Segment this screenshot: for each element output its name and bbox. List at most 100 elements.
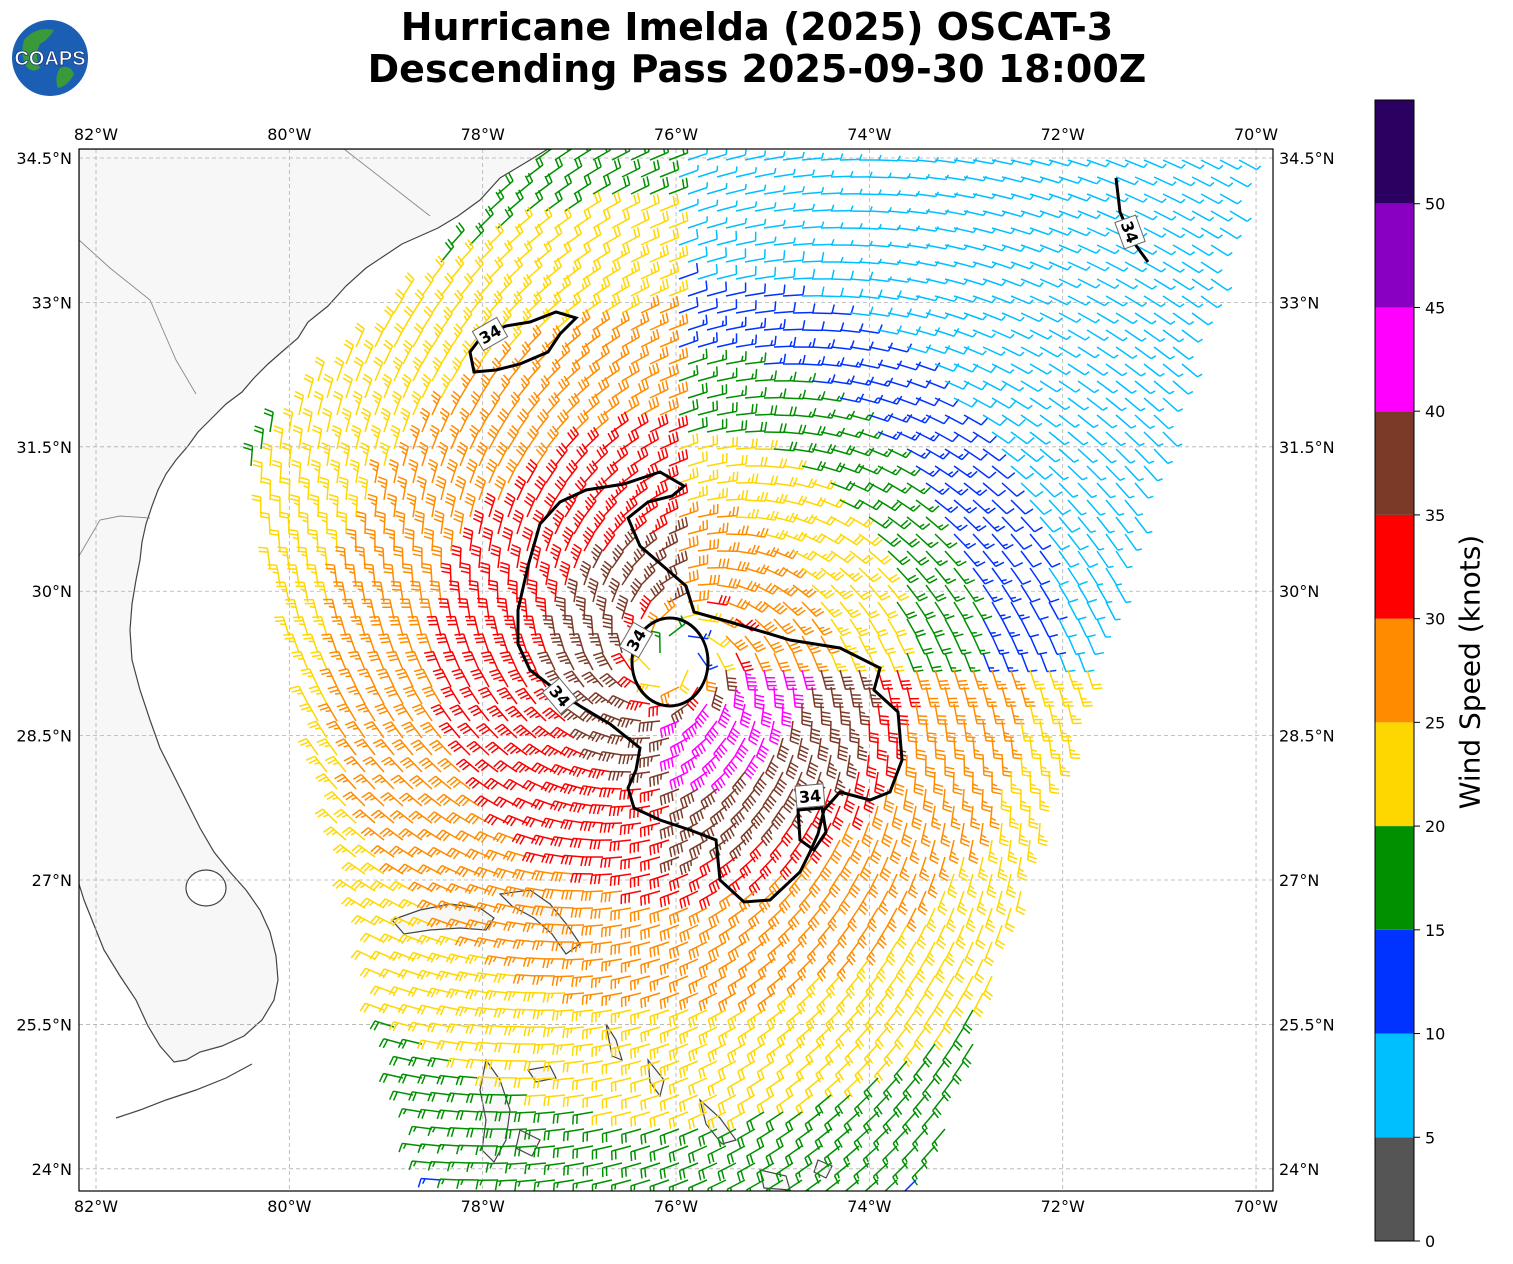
colorbar-bin: [1375, 722, 1414, 827]
wind-barb: [744, 456, 768, 467]
wind-barb: [332, 390, 344, 416]
wind-barb: [462, 527, 474, 552]
wind-barb: [678, 535, 699, 552]
wind-barb: [507, 223, 524, 246]
wind-barb: [323, 598, 338, 620]
wind-barb: [331, 616, 347, 637]
wind-barb: [792, 514, 818, 525]
wind-barb: [1162, 329, 1185, 343]
wind-barb: [562, 526, 574, 552]
wind-barb: [1048, 431, 1070, 446]
wind-barb: [630, 149, 650, 161]
wind-barb: [383, 305, 395, 331]
wind-barb: [716, 471, 739, 484]
wind-barb: [365, 528, 376, 552]
wind-barb: [1020, 244, 1044, 253]
wind-barb: [497, 408, 510, 433]
wind-barb: [1001, 210, 1026, 218]
lat-tick-left: 34.5°N: [16, 149, 72, 168]
wind-barb: [1010, 431, 1035, 445]
wind-barb: [541, 526, 554, 552]
wind-barb: [754, 510, 779, 521]
wind-barb: [1001, 482, 1025, 497]
wind-barb: [351, 424, 362, 450]
wind-barb: [1048, 295, 1072, 306]
wind-barb: [1029, 193, 1054, 201]
wind-barb: [1162, 431, 1183, 447]
wind-barb: [1010, 465, 1035, 480]
wind-barb: [830, 375, 855, 385]
wind-barb: [484, 615, 499, 637]
wind-barb: [608, 577, 621, 603]
wind-barb: [440, 373, 452, 399]
wind-barb: [640, 562, 656, 586]
wind-barb: [678, 467, 699, 484]
wind-barb: [754, 236, 777, 246]
wind-barb: [459, 272, 474, 297]
wind-barb: [333, 581, 347, 603]
wind-barb: [262, 442, 273, 467]
wind-barb: [915, 362, 941, 372]
wind-barb: [1124, 329, 1147, 342]
wind-barb: [735, 544, 760, 555]
wind-barb: [426, 615, 442, 637]
wind-barb: [820, 601, 843, 618]
wind-barb: [972, 601, 993, 620]
wind-barb: [1172, 346, 1194, 360]
wind-barb: [725, 183, 747, 195]
wind-barb: [773, 371, 797, 382]
wind-barb: [725, 282, 747, 297]
wind-barb: [421, 339, 433, 365]
wind-barb: [1086, 363, 1109, 376]
wind-barb: [567, 578, 578, 603]
wind-barb: [1124, 363, 1147, 377]
wind-barb: [972, 533, 995, 550]
wind-barb: [281, 442, 292, 467]
wind-barb: [1048, 329, 1072, 341]
wind-barb: [526, 257, 543, 280]
wind-barb: [1096, 380, 1119, 394]
wind-barb: [801, 321, 825, 332]
wind-barb: [687, 485, 708, 501]
wind-barb: [1105, 397, 1127, 412]
wind-barb: [782, 320, 806, 331]
wind-barb: [451, 544, 462, 569]
wind-barb: [1020, 550, 1042, 568]
wind-barb: [478, 407, 490, 433]
wind-barb: [1172, 210, 1196, 222]
wind-barb: [697, 366, 719, 382]
wind-barb: [849, 550, 874, 564]
wind-barb: [535, 442, 548, 467]
wind-barb: [944, 414, 970, 425]
wind-barb: [830, 584, 854, 600]
wind-barb: [782, 354, 806, 365]
wind-barb: [687, 280, 708, 297]
wind-barb: [457, 597, 471, 620]
colorbar-tick-label: 30: [1425, 610, 1445, 629]
lat-tick-left: 30°N: [32, 582, 72, 601]
wind-barb: [716, 542, 740, 553]
wind-barb: [1115, 278, 1139, 290]
wind-barb: [630, 379, 650, 399]
wind-barb: [735, 231, 757, 246]
wind-barb: [830, 480, 856, 491]
wind-barb: [1096, 312, 1119, 324]
wind-barb: [858, 499, 884, 511]
wind-barb: [1001, 380, 1025, 392]
wind-barb: [1058, 414, 1080, 428]
wind-barb: [1124, 499, 1144, 517]
wind-barb: [697, 503, 719, 518]
wind-barb: [725, 351, 747, 365]
wind-barb: [811, 479, 837, 490]
wind-barb: [314, 581, 328, 603]
wind-barb: [429, 424, 440, 450]
wind-barb: [649, 514, 668, 535]
wind-barb: [273, 616, 290, 637]
wind-barb: [1153, 414, 1174, 430]
wind-barb: [792, 442, 817, 453]
wind-barb: [1039, 244, 1063, 253]
wind-barb: [1086, 499, 1106, 516]
wind-barb: [887, 482, 913, 494]
wind-barb: [1115, 550, 1133, 569]
wind-barb: [507, 324, 522, 348]
